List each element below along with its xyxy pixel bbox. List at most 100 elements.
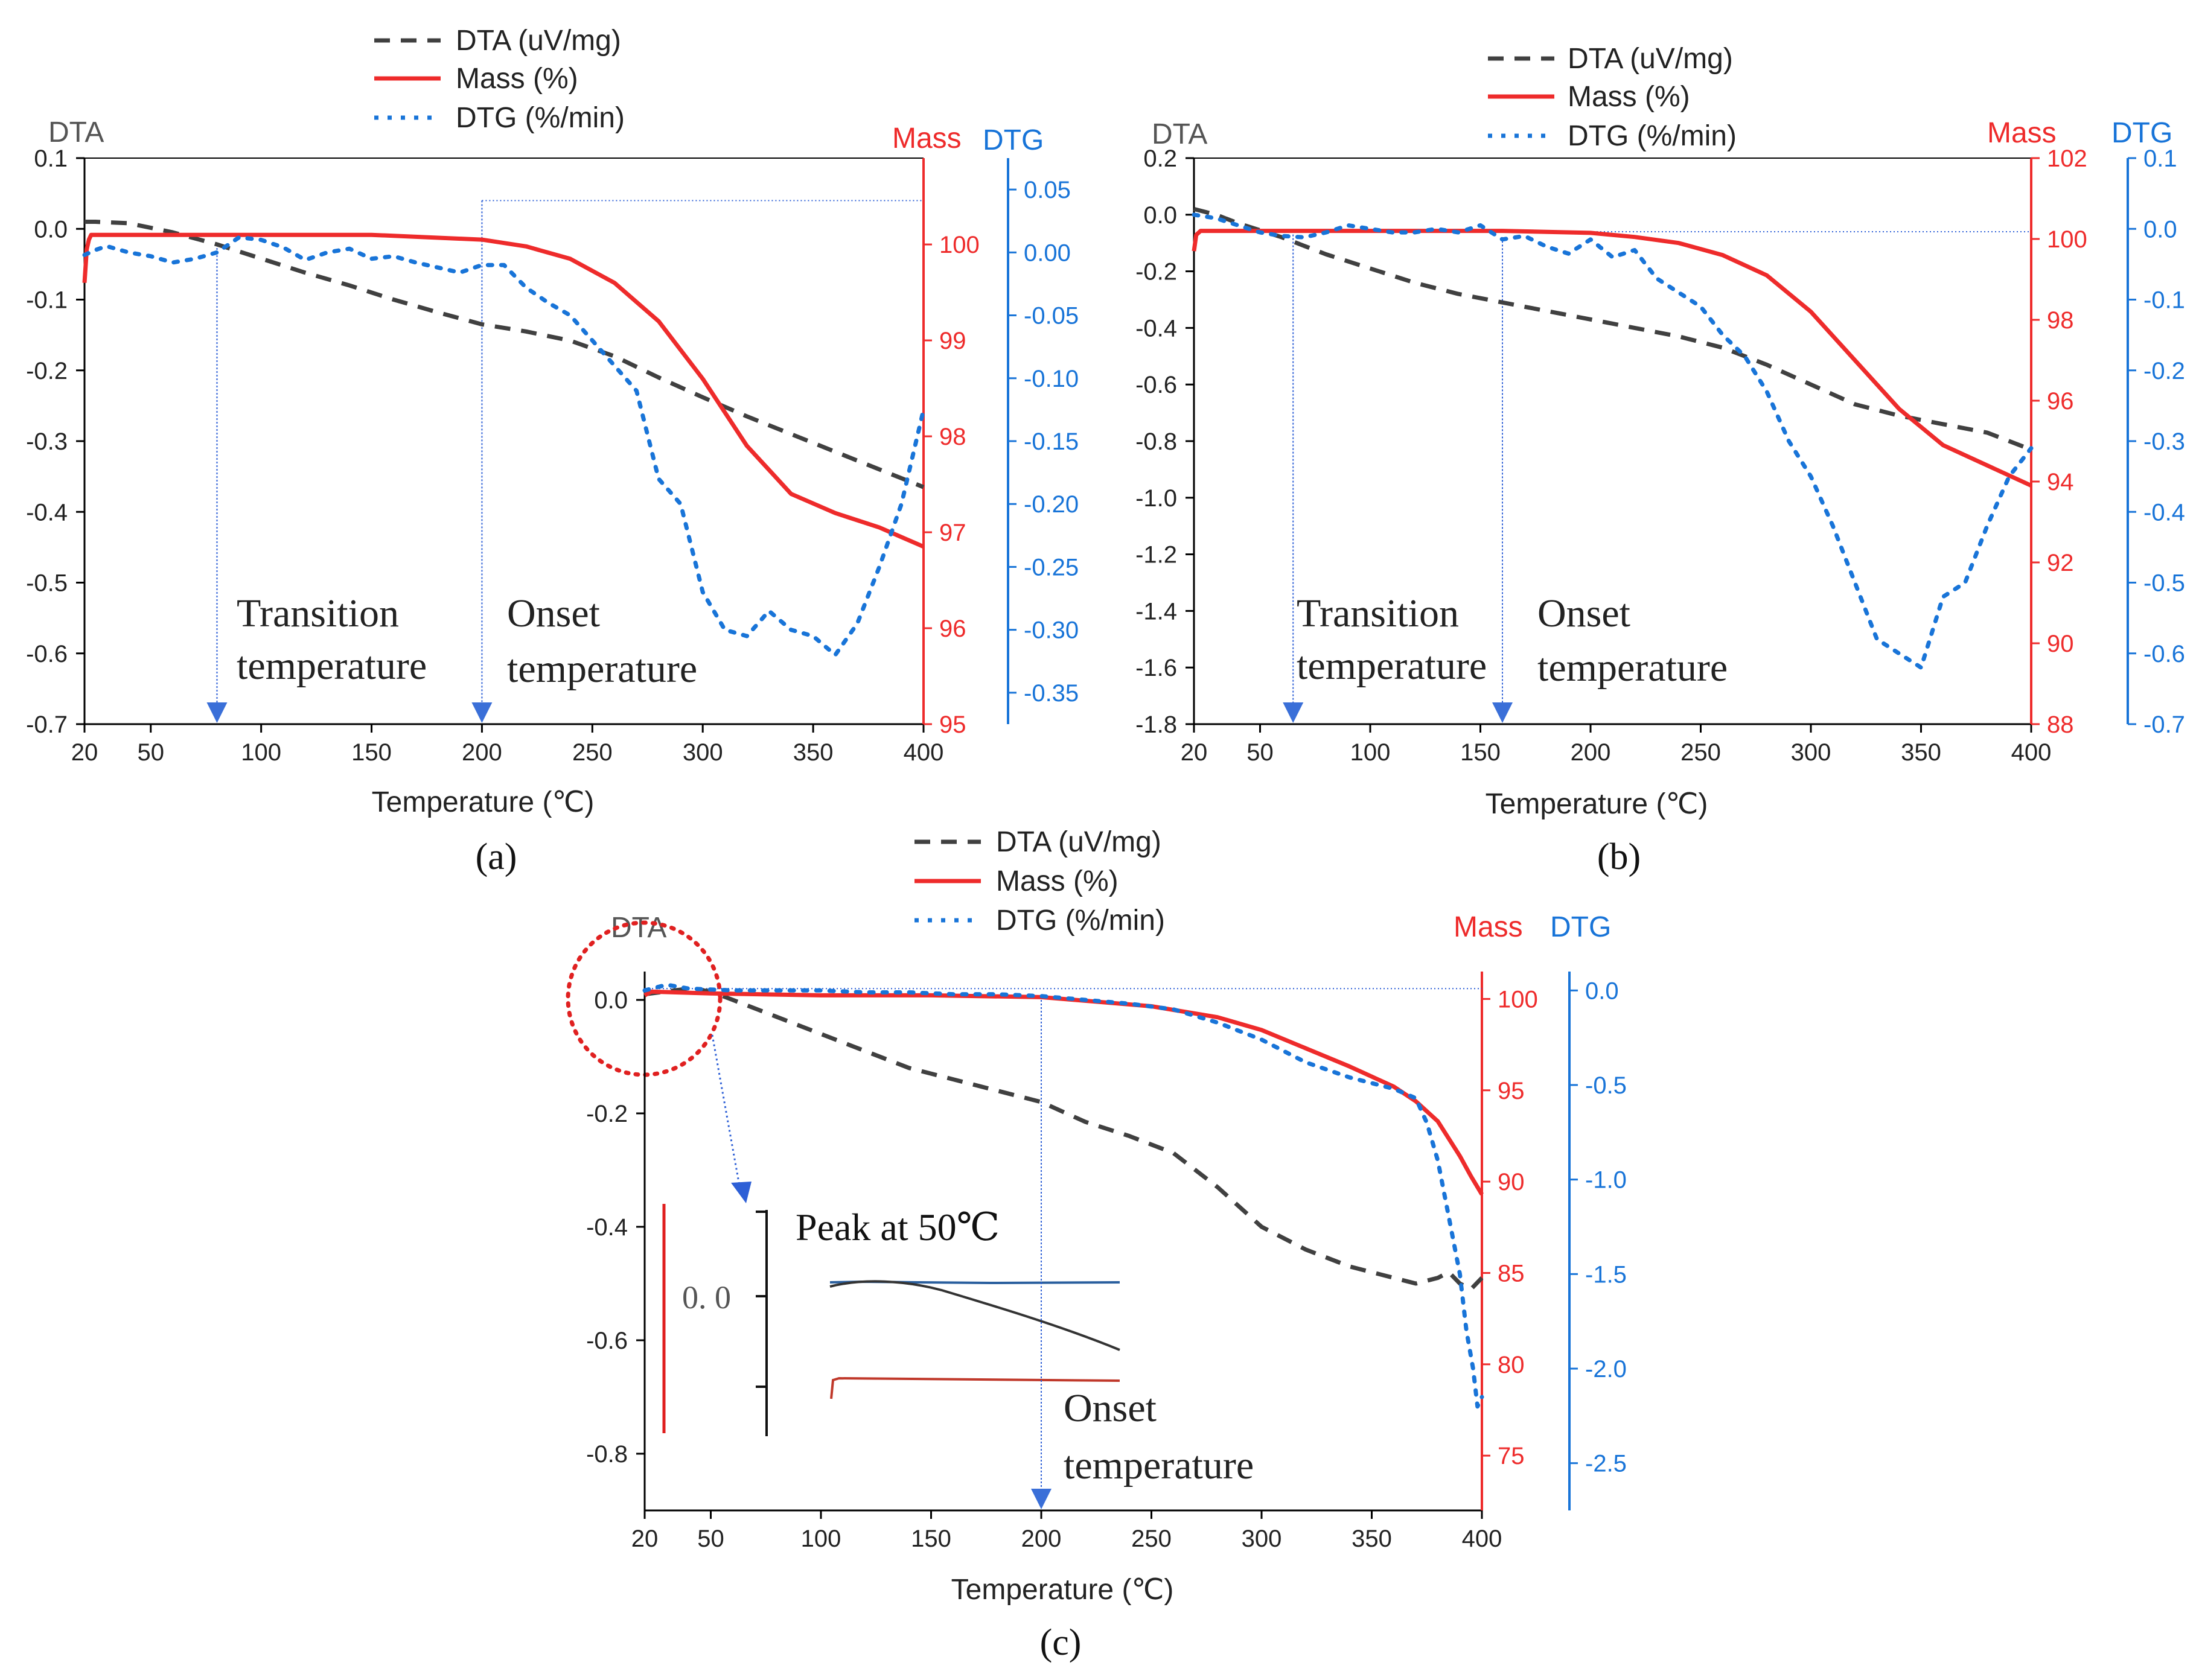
- mass-tick-label: 92: [2047, 550, 2074, 576]
- legend-dta-label: DTA (uV/mg): [456, 25, 621, 57]
- mass-tick-label: 96: [939, 616, 966, 642]
- reference-arrowhead-1: [206, 702, 228, 723]
- dta-tick-label: -0.3: [26, 428, 68, 455]
- x-tick-label: 100: [1350, 739, 1391, 766]
- mass-tick-label: 96: [2047, 388, 2074, 415]
- x-tick-label: 400: [1462, 1526, 1502, 1552]
- dta-tick-label: 0.0: [1143, 202, 1177, 229]
- dtg-axis-title: DTG: [1550, 911, 1611, 943]
- annotation-ref-1-line-1: Onset: [1064, 1386, 1157, 1430]
- dta-series-line: [644, 986, 1484, 1291]
- dtg-tick-label: -0.5: [2143, 570, 2185, 597]
- x-tick-label: 150: [911, 1526, 951, 1552]
- mass-series-line: [643, 989, 1484, 1196]
- legend-dtg-label: DTG (%/min): [1568, 120, 1737, 152]
- x-tick-label: 250: [1680, 739, 1721, 766]
- x-tick-label: 20: [71, 739, 98, 766]
- dta-tick-label: -0.4: [586, 1214, 628, 1241]
- inset-dta-curve: [829, 1280, 1120, 1351]
- dtg-tick-label: -0.5: [1585, 1072, 1627, 1099]
- x-tick-label: 150: [1460, 739, 1501, 766]
- dta-tick-label: 0.1: [34, 145, 68, 172]
- x-tick-label: 100: [801, 1526, 841, 1552]
- dta-tick-label: -0.6: [1135, 372, 1177, 398]
- dta-series-line: [85, 220, 925, 489]
- mass-tick-label: 100: [2047, 226, 2087, 253]
- dtg-tick-label: -2.0: [1585, 1356, 1627, 1382]
- x-axis-title: Temperature (℃): [1486, 788, 1708, 820]
- panel-caption: (a): [476, 836, 517, 877]
- legend: DTA (uV/mg) Mass (%) DTG (%/min): [1488, 43, 1737, 152]
- mass-tick-label: 98: [2047, 307, 2074, 334]
- dta-tick-label: -0.6: [586, 1328, 628, 1354]
- annotation-ref-1-line-1: Transition: [237, 591, 399, 635]
- legend-dta-label: DTA (uV/mg): [996, 826, 1161, 858]
- dtg-axis-title: DTG: [2111, 117, 2172, 149]
- annotation-ref-2-line-2: temperature: [1537, 646, 1728, 690]
- inset-mass-curve: [830, 1376, 1120, 1399]
- x-tick-label: 350: [1352, 1526, 1392, 1552]
- dtg-tick-label: -0.2: [2143, 358, 2185, 384]
- mass-tick-label: 100: [939, 232, 980, 258]
- mass-tick-label: 88: [2047, 711, 2074, 738]
- dta-tick-label: -0.1: [26, 287, 68, 314]
- annotation-ref-1: Onset temperature: [1064, 1386, 1254, 1488]
- legend-mass-label: Mass (%): [456, 63, 578, 95]
- dtg-tick-label: 0.00: [1024, 240, 1071, 266]
- dtg-tick-label: -0.4: [2143, 499, 2185, 526]
- x-tick-label: 250: [1131, 1526, 1172, 1552]
- panel-a: DTA (uV/mg) Mass (%) DTG (%/min) DTA Mas…: [26, 25, 1079, 877]
- dta-tick-label: -1.4: [1135, 598, 1177, 625]
- dta-series-line: [1193, 207, 2032, 452]
- panel-c: DTA (uV/mg) Mass (%) DTG (%/min) DTA Mas…: [566, 826, 1627, 1663]
- inset-title: Peak at 50℃: [796, 1206, 1000, 1249]
- mass-axis-title: Mass: [892, 122, 962, 154]
- dta-tick-label: -0.5: [26, 570, 68, 597]
- dta-tick-label: -0.2: [586, 1101, 628, 1127]
- x-tick-label: 150: [351, 739, 392, 766]
- mass-tick-label: 100: [1498, 986, 1538, 1013]
- dtg-tick-label: -0.1: [2143, 287, 2185, 314]
- legend-mass-label: Mass (%): [996, 865, 1119, 897]
- dta-axis-title: DTA: [611, 912, 666, 944]
- annotation-ref-1: Transition temperature: [237, 591, 427, 688]
- dtg-tick-label: -0.05: [1024, 303, 1079, 329]
- dtg-tick-label: -0.35: [1024, 680, 1079, 707]
- dtg-tick-label: 0.0: [2143, 216, 2177, 243]
- dta-tick-label: -0.8: [586, 1441, 628, 1468]
- dtg-axis-title: DTG: [983, 124, 1044, 156]
- zoom-connector: [711, 1034, 741, 1186]
- annotation-ref-1-line-1: Transition: [1297, 591, 1459, 635]
- x-tick-label: 300: [1242, 1526, 1282, 1552]
- dta-axis-title: DTA: [1152, 118, 1207, 150]
- dtg-tick-label: -0.10: [1024, 366, 1079, 392]
- mass-tick-label: 80: [1498, 1352, 1525, 1378]
- dta-tick-label: -0.2: [1135, 259, 1177, 285]
- dta-tick-label: -0.4: [26, 499, 68, 526]
- panel-caption: (c): [1040, 1622, 1082, 1663]
- annotation-ref-1-line-2: temperature: [1064, 1443, 1254, 1488]
- dta-tick-label: -1.8: [1135, 711, 1177, 738]
- annotation-ref-1: Transition temperature: [1297, 591, 1487, 688]
- dtg-series-line: [1192, 212, 2034, 670]
- x-tick-label: 50: [697, 1526, 724, 1552]
- annotation-ref-2-line-2: temperature: [507, 647, 697, 691]
- zoom-connector-arrowhead: [731, 1182, 752, 1203]
- x-tick-label: 50: [137, 739, 164, 766]
- mass-tick-label: 75: [1498, 1443, 1525, 1469]
- mass-tick-label: 90: [1498, 1169, 1525, 1195]
- mass-tick-label: 102: [2047, 145, 2087, 172]
- inset-tick-label: 0. 0: [682, 1279, 731, 1316]
- dtg-tick-label: -1.0: [1585, 1167, 1627, 1194]
- dtg-tick-label: -0.7: [2143, 711, 2185, 738]
- dtg-tick-label: -0.15: [1024, 428, 1079, 455]
- x-tick-label: 200: [462, 739, 502, 766]
- x-tick-label: 400: [904, 739, 944, 766]
- x-axis-title: Temperature (℃): [951, 1574, 1174, 1606]
- x-tick-label: 200: [1571, 739, 1611, 766]
- dtg-tick-label: 0.05: [1024, 177, 1071, 203]
- panel-caption: (b): [1597, 836, 1641, 877]
- x-tick-label: 50: [1246, 739, 1274, 766]
- legend-dtg-label: DTG (%/min): [996, 905, 1165, 937]
